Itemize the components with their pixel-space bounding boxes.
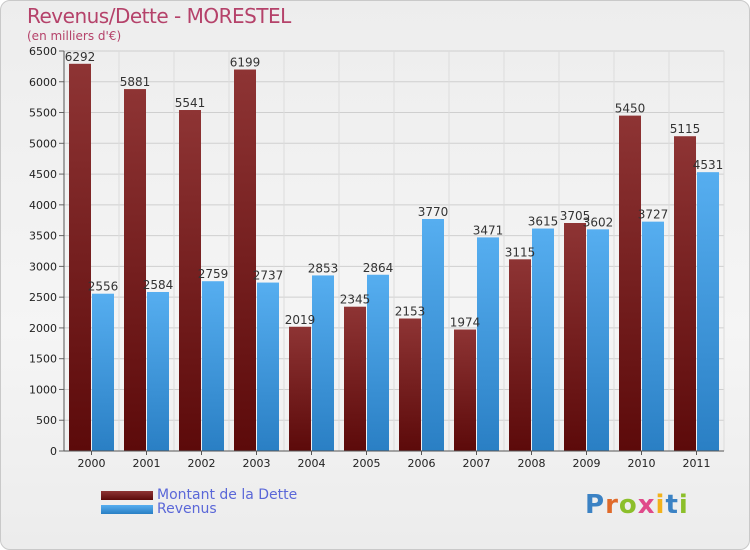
data-label-debt: 5115 [670,122,701,136]
bar-debt [564,223,586,451]
bar-debt [454,329,476,451]
bar-revenus [642,221,664,451]
data-label-revenus: 3471 [473,223,504,237]
y-tick-label: 2500 [29,291,57,304]
bar-revenus [312,275,334,451]
y-tick-label: 3000 [29,260,57,273]
data-label-revenus: 3602 [583,215,614,229]
proxiti-logo: Proxiti [585,490,689,520]
bar-revenus [532,228,554,451]
bar-revenus [587,229,609,451]
y-tick-label: 500 [36,414,57,427]
bar-revenus [697,172,719,451]
data-label-revenus: 3615 [528,215,559,229]
legend-label-debt: Montant de la Dette [157,487,298,503]
x-tick-label: 2005 [353,457,381,470]
data-label-debt: 5881 [120,75,151,89]
bar-revenus [202,281,224,451]
data-label-revenus: 2759 [198,267,229,281]
data-label-revenus: 2737 [253,269,284,283]
chart-subtitle: (en milliers d'€) [27,29,122,43]
bar-revenus [422,219,444,451]
data-label-debt: 5541 [175,96,206,110]
y-tick-label: 6000 [29,76,57,89]
legend-swatch-revenus [101,504,153,514]
y-tick-label: 4500 [29,168,57,181]
bar-debt [399,318,421,451]
legend-swatch-debt [101,490,153,500]
data-label-debt: 2345 [340,293,371,307]
bar-debt [344,306,366,451]
bar-debt [509,259,531,451]
bar-revenus [257,282,279,451]
x-tick-label: 2006 [408,457,436,470]
y-tick-label: 6500 [29,45,57,58]
x-tick-label: 2011 [683,457,711,470]
x-tick-label: 2007 [463,457,491,470]
y-tick-label: 5000 [29,137,57,150]
data-label-debt: 3705 [560,209,591,223]
bar-debt [124,89,146,451]
legend-label-revenus: Revenus [157,501,217,517]
bar-revenus [147,291,169,451]
x-tick-label: 2010 [628,457,656,470]
x-tick-label: 2003 [243,457,271,470]
x-tick-label: 2009 [573,457,601,470]
bar-debt [179,110,201,451]
data-label-debt: 3115 [505,245,536,259]
y-tick-label: 0 [50,445,57,458]
data-label-debt: 6292 [65,50,96,64]
data-label-debt: 2019 [285,313,316,327]
data-label-revenus: 3727 [638,208,669,222]
bar-revenus [367,274,389,451]
x-tick-label: 2001 [133,457,161,470]
x-tick-label: 2002 [188,457,216,470]
x-tick-label: 2004 [298,457,326,470]
data-label-revenus: 2853 [308,261,339,275]
data-label-debt: 5450 [615,102,646,116]
y-tick-label: 1000 [29,383,57,396]
bar-revenus [477,237,499,451]
bar-debt [234,69,256,452]
data-label-revenus: 2556 [88,280,119,294]
bar-debt [674,136,696,451]
data-label-debt: 6199 [230,56,261,70]
data-label-debt: 1974 [450,316,481,330]
bar-debt [289,326,311,451]
legend-item-revenus: Revenus [101,501,217,517]
data-label-revenus: 2584 [143,278,174,292]
data-label-revenus: 2864 [363,261,394,275]
data-label-revenus: 4531 [693,158,724,172]
bar-debt [619,115,641,451]
x-tick-label: 2008 [518,457,546,470]
data-label-debt: 2153 [395,305,426,319]
y-tick-label: 1500 [29,353,57,366]
data-label-revenus: 3770 [418,205,449,219]
chart-title: Revenus/Dette - MORESTEL [27,4,291,28]
y-tick-label: 5500 [29,107,57,120]
bar-revenus [92,293,114,451]
y-tick-label: 4000 [29,199,57,212]
x-tick-label: 2000 [78,457,106,470]
legend-item-debt: Montant de la Dette [101,487,298,503]
y-tick-label: 2000 [29,322,57,335]
y-tick-label: 3500 [29,230,57,243]
bar-debt [69,63,91,452]
